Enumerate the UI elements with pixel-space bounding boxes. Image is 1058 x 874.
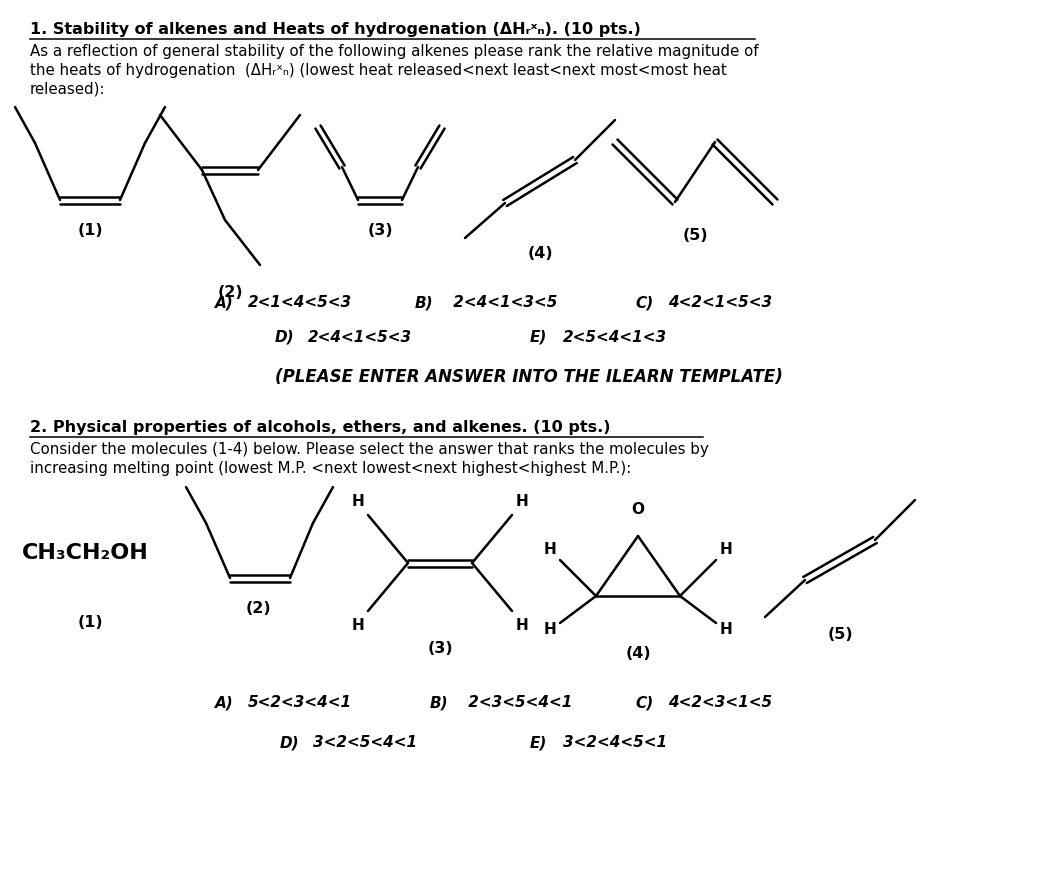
Text: 2<3<5<4<1: 2<3<5<4<1 bbox=[463, 695, 572, 710]
Text: (4): (4) bbox=[625, 646, 651, 661]
Text: B): B) bbox=[430, 695, 449, 710]
Text: H: H bbox=[351, 618, 364, 633]
Text: (3): (3) bbox=[367, 223, 393, 238]
Text: 2<1<4<5<3: 2<1<4<5<3 bbox=[248, 295, 352, 310]
Text: 3<2<5<4<1: 3<2<5<4<1 bbox=[313, 735, 417, 750]
Text: 3<2<4<5<1: 3<2<4<5<1 bbox=[563, 735, 668, 750]
Text: H: H bbox=[515, 494, 528, 509]
Text: H: H bbox=[544, 543, 557, 558]
Text: 2. Physical properties of alcohols, ethers, and alkenes. (10 pts.): 2. Physical properties of alcohols, ethe… bbox=[30, 420, 610, 435]
Text: CH₃CH₂OH: CH₃CH₂OH bbox=[22, 543, 149, 563]
Text: B): B) bbox=[415, 295, 434, 310]
Text: O: O bbox=[632, 503, 644, 517]
Text: As a reflection of general stability of the following alkenes please rank the re: As a reflection of general stability of … bbox=[30, 44, 759, 59]
Text: Consider the molecules (1-4) below. Please select the answer that ranks the mole: Consider the molecules (1-4) below. Plea… bbox=[30, 442, 709, 457]
Text: (1): (1) bbox=[77, 615, 103, 630]
Text: the heats of hydrogenation  (ΔHᵣˣₙ) (lowest heat released<next least<next most<m: the heats of hydrogenation (ΔHᵣˣₙ) (lowe… bbox=[30, 63, 727, 78]
Text: (2): (2) bbox=[217, 285, 243, 300]
Text: C): C) bbox=[635, 295, 653, 310]
Text: (5): (5) bbox=[827, 627, 853, 642]
Text: D): D) bbox=[275, 330, 294, 345]
Text: (4): (4) bbox=[527, 246, 553, 261]
Text: 4<2<1<5<3: 4<2<1<5<3 bbox=[668, 295, 772, 310]
Text: 2<4<1<3<5: 2<4<1<3<5 bbox=[448, 295, 558, 310]
Text: H: H bbox=[544, 622, 557, 637]
Text: (PLEASE ENTER ANSWER INTO THE ILEARN TEMPLATE): (PLEASE ENTER ANSWER INTO THE ILEARN TEM… bbox=[275, 368, 783, 386]
Text: 2<5<4<1<3: 2<5<4<1<3 bbox=[563, 330, 668, 345]
Text: H: H bbox=[351, 494, 364, 509]
Text: 1. Stability of alkenes and Heats of hydrogenation (ΔHᵣˣₙ). (10 pts.): 1. Stability of alkenes and Heats of hyd… bbox=[30, 22, 641, 37]
Text: H: H bbox=[719, 543, 732, 558]
Text: 4<2<3<1<5: 4<2<3<1<5 bbox=[668, 695, 772, 710]
Text: A): A) bbox=[215, 295, 234, 310]
Text: E): E) bbox=[530, 735, 547, 750]
Text: D): D) bbox=[280, 735, 299, 750]
Text: 2<4<1<5<3: 2<4<1<5<3 bbox=[308, 330, 413, 345]
Text: (2): (2) bbox=[245, 601, 271, 616]
Text: released):: released): bbox=[30, 82, 106, 97]
Text: (3): (3) bbox=[427, 641, 453, 656]
Text: H: H bbox=[515, 618, 528, 633]
Text: increasing melting point (lowest M.P. <next lowest<next highest<highest M.P.):: increasing melting point (lowest M.P. <n… bbox=[30, 461, 632, 476]
Text: H: H bbox=[719, 622, 732, 637]
Text: 5<2<3<4<1: 5<2<3<4<1 bbox=[248, 695, 352, 710]
Text: A): A) bbox=[215, 695, 234, 710]
Text: (5): (5) bbox=[682, 228, 708, 243]
Text: C): C) bbox=[635, 695, 653, 710]
Text: E): E) bbox=[530, 330, 547, 345]
Text: (1): (1) bbox=[77, 223, 103, 238]
